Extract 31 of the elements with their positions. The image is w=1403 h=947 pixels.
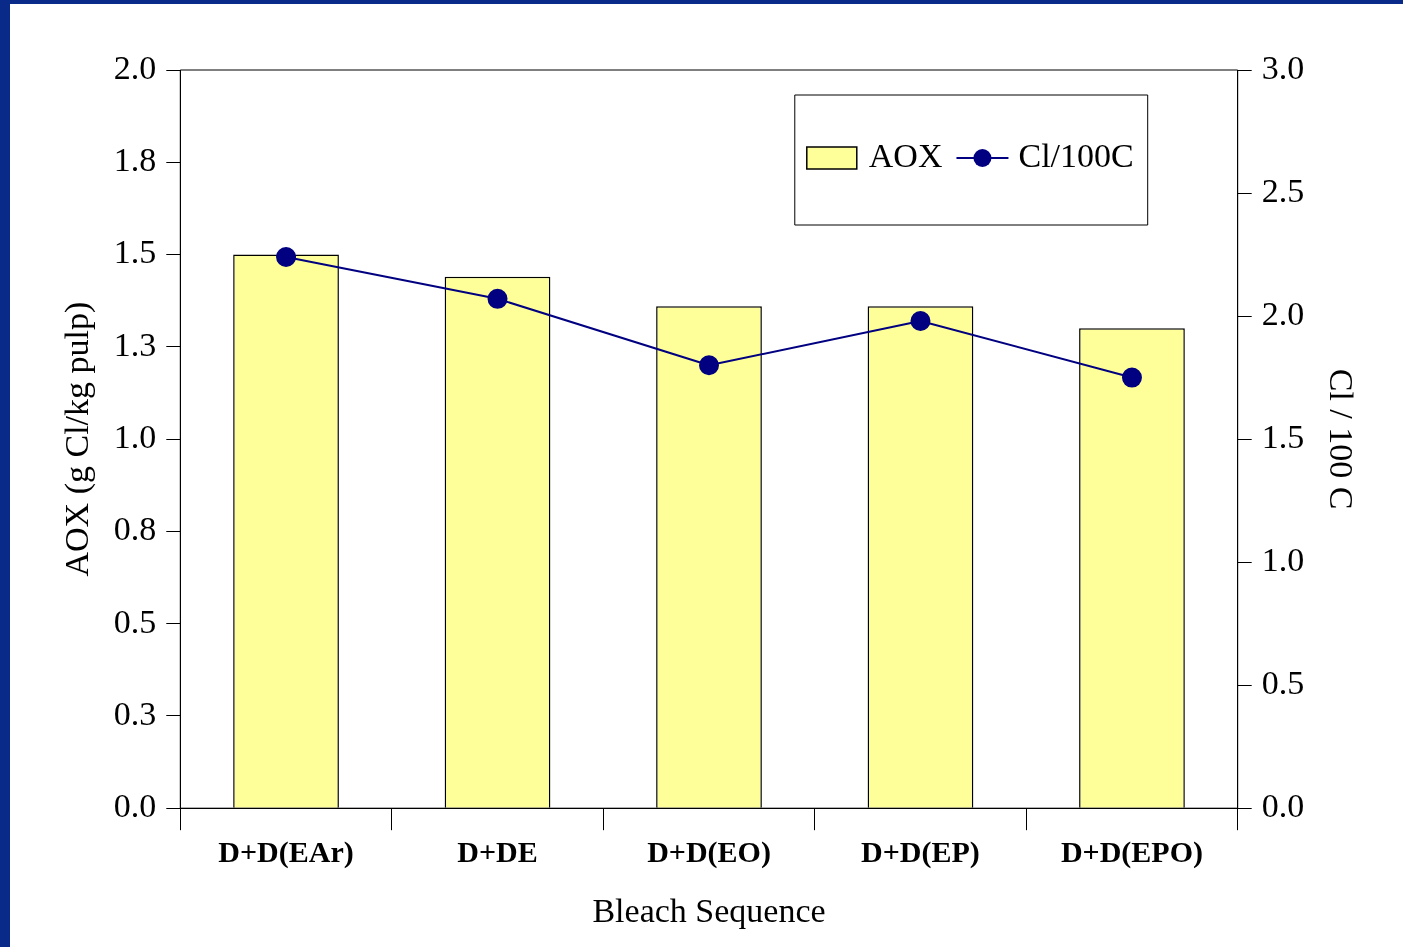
- y-axis-title: AOX (g Cl/kg pulp): [58, 301, 97, 577]
- point: [699, 355, 719, 376]
- y2-tick-label: 0.0: [1261, 787, 1305, 825]
- legend-label: AOX: [868, 136, 943, 174]
- legend-label: Cl/100C: [1018, 136, 1134, 174]
- y-tick-label: 2.0: [113, 48, 157, 86]
- y-tick-label: 0.5: [113, 602, 157, 640]
- x-axis-title: Bleach Sequence: [592, 891, 826, 929]
- x-tick-label: D+D(EP): [861, 834, 980, 869]
- point: [276, 247, 297, 268]
- y2-tick-label: 0.5: [1261, 664, 1305, 702]
- y-tick-label: 0.3: [113, 694, 157, 732]
- point: [910, 310, 931, 331]
- y-tick-label: 1.0: [113, 418, 157, 456]
- x-tick-label: D+DE: [457, 834, 538, 868]
- y-tick-label: 0.0: [113, 787, 157, 825]
- y2-tick-label: 2.0: [1261, 294, 1305, 332]
- y-tick-label: 1.8: [113, 141, 157, 179]
- y-tick-label: 1.3: [113, 325, 157, 363]
- y-tick-label: 0.8: [113, 510, 157, 548]
- y2-tick-label: 3.0: [1261, 48, 1305, 86]
- y2-tick-label: 1.5: [1261, 418, 1305, 456]
- y2-axis-title: Cl / 100 C: [1322, 368, 1360, 510]
- x-tick-label: D+D(EAr): [218, 834, 354, 869]
- y2-tick-label: 2.5: [1261, 171, 1305, 209]
- y2-tick-label: 1.0: [1261, 541, 1305, 579]
- x-tick-label: D+D(EO): [647, 834, 771, 869]
- point: [1121, 367, 1142, 388]
- point: [487, 288, 508, 309]
- y-tick-label: 1.5: [113, 233, 157, 271]
- x-tick-label: D+D(EPO): [1060, 834, 1203, 869]
